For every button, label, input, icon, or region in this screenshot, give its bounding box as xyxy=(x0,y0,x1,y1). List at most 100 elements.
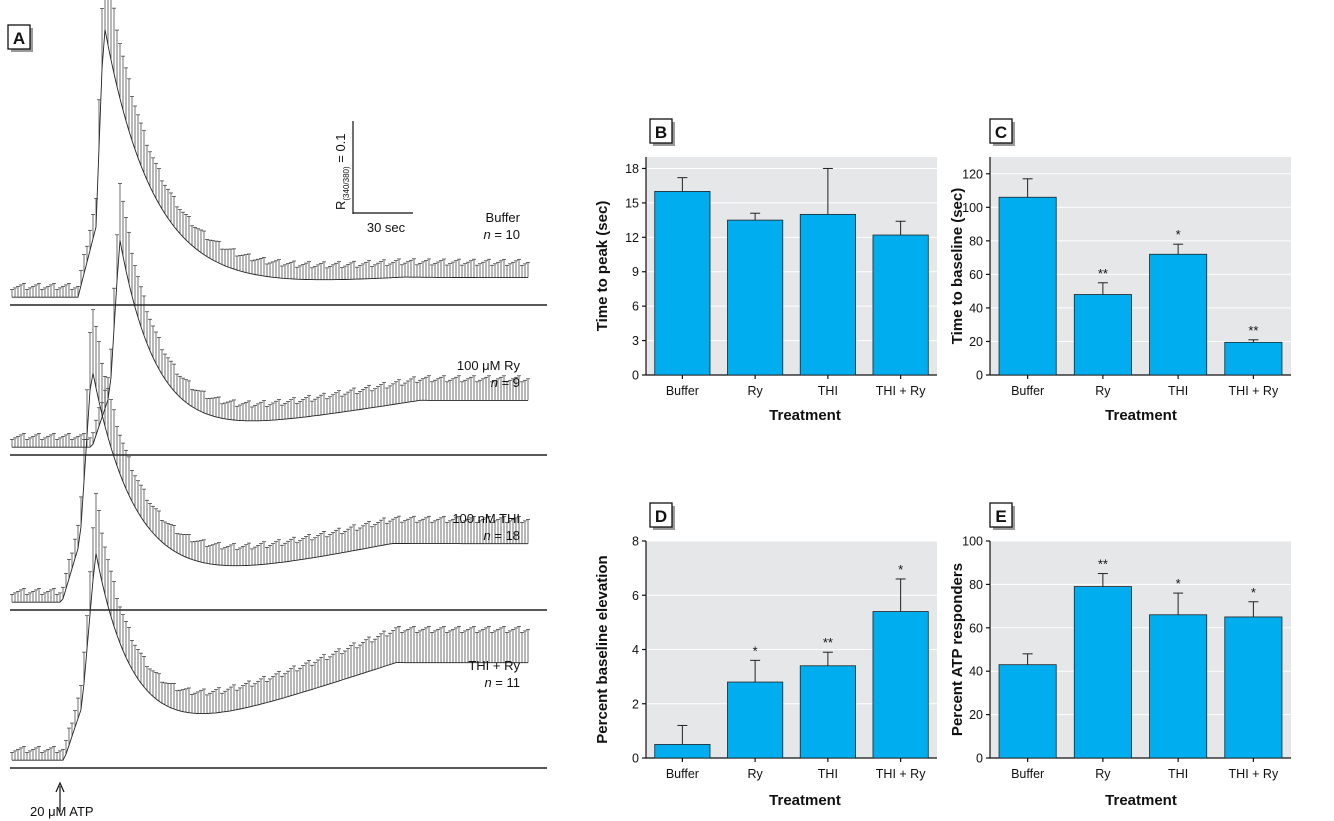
y-tick-label: 12 xyxy=(625,231,639,245)
scale-bar-y-label: R(340/380) = 0.1 xyxy=(333,133,351,210)
category-label: Buffer xyxy=(1011,767,1044,781)
y-tick-label: 15 xyxy=(625,196,639,210)
significance-label: ** xyxy=(1098,557,1108,572)
y-tick-label: 6 xyxy=(632,589,639,603)
category-label: Buffer xyxy=(1011,384,1044,398)
x-axis-label: Treatment xyxy=(769,792,841,809)
y-axis-label: Time to peak (sec) xyxy=(594,201,611,332)
trace-line-3 xyxy=(12,373,528,603)
trace-error-bars-3 xyxy=(10,309,530,603)
panel-d: D 0 2 4 6 8 Buffer * Ry ** THI * THI + Ry Treatment Pe… xyxy=(594,502,937,809)
category-label: Buffer xyxy=(666,384,699,398)
y-tick-label: 18 xyxy=(625,162,639,176)
panel-letter: B xyxy=(655,123,667,142)
trace-label-thi: 100 nM THI xyxy=(452,511,520,526)
x-axis-label: Treatment xyxy=(769,407,841,424)
y-tick-label: 40 xyxy=(969,665,983,679)
category-label: THI xyxy=(1168,767,1188,781)
trace-label-ry: 100 μM Ry xyxy=(457,358,521,373)
scale-bar: R(340/380) = 0.1 30 sec xyxy=(333,121,413,235)
y-tick-label: 0 xyxy=(976,369,983,383)
y-tick-label: 0 xyxy=(976,752,983,766)
y-tick-label: 20 xyxy=(969,708,983,722)
category-label: Ry xyxy=(1095,384,1111,398)
category-label: THI xyxy=(1168,384,1188,398)
trace-label-thi-ry: THI + Ry xyxy=(468,658,520,673)
category-label: Ry xyxy=(747,384,763,398)
bar xyxy=(799,213,856,376)
trace-label-buffer: Buffer xyxy=(486,210,521,225)
panel-label-box xyxy=(989,502,1013,528)
bar xyxy=(1073,294,1132,376)
y-axis-label: Percent baseline elevation xyxy=(594,555,611,743)
trace-n-buffer: n = 10 xyxy=(483,227,520,242)
bar xyxy=(1224,341,1283,376)
category-label: Buffer xyxy=(666,767,699,781)
y-tick-label: 100 xyxy=(962,201,983,215)
bar xyxy=(1073,586,1132,759)
trace-n-ry: n = 9 xyxy=(491,375,520,390)
bar xyxy=(1149,253,1208,376)
bar xyxy=(654,191,711,376)
atp-arrow: 20 μM ATP xyxy=(30,781,94,819)
category-label: Ry xyxy=(1095,767,1111,781)
y-tick-label: 80 xyxy=(969,234,983,248)
bar xyxy=(872,611,929,759)
panel-label-box xyxy=(649,118,673,144)
category-label: THI + Ry xyxy=(1229,384,1279,398)
panel-d-label: D xyxy=(649,502,675,530)
y-tick-label: 9 xyxy=(632,265,639,279)
y-axis-label: Percent ATP responders xyxy=(949,563,966,736)
panel-label-box xyxy=(989,118,1013,144)
trace-line-4 xyxy=(12,553,528,761)
significance-label: * xyxy=(1176,576,1181,591)
significance-label: ** xyxy=(1248,323,1258,338)
significance-label: * xyxy=(753,643,758,658)
atp-label: 20 μM ATP xyxy=(30,804,94,819)
trace-n-thi-ry: n = 11 xyxy=(484,675,520,690)
y-tick-label: 40 xyxy=(969,301,983,315)
trace-4 xyxy=(10,493,547,769)
y-axis-label: Time to baseline (sec) xyxy=(949,188,966,344)
significance-label: * xyxy=(1176,227,1181,242)
trace-error-bars-4 xyxy=(10,493,530,761)
category-label: THI + Ry xyxy=(1229,767,1279,781)
trace-n-thi: n = 18 xyxy=(483,528,520,543)
y-tick-label: 3 xyxy=(632,334,639,348)
panel-a-label: A xyxy=(7,24,33,52)
y-tick-label: 100 xyxy=(962,535,983,549)
y-tick-label: 80 xyxy=(969,578,983,592)
bar xyxy=(799,665,856,759)
y-tick-label: 8 xyxy=(632,535,639,549)
trace-line-1 xyxy=(12,29,528,298)
trace-3 xyxy=(10,309,547,611)
y-tick-label: 6 xyxy=(632,300,639,314)
y-tick-label: 20 xyxy=(969,335,983,349)
panel-c: C 0 20 40 60 80 100 120 Buffer ** Ry * THI ** THI + Ry… xyxy=(949,118,1291,424)
panel-c-label: C xyxy=(989,118,1015,146)
significance-label: ** xyxy=(1098,266,1108,281)
trace-line-2 xyxy=(12,240,528,448)
bar xyxy=(654,744,711,759)
calcium-traces xyxy=(10,0,547,769)
atp-arrow-head xyxy=(55,781,65,793)
y-tick-label: 60 xyxy=(969,621,983,635)
panel-b: B 0 3 6 9 12 15 18 Buffer Ry THI THI + Ry Treatment T… xyxy=(594,118,937,424)
significance-label: * xyxy=(898,562,903,577)
y-tick-label: 0 xyxy=(632,369,639,383)
y-tick-label: 0 xyxy=(632,752,639,766)
y-tick-label: 4 xyxy=(632,643,639,657)
category-label: Ry xyxy=(747,767,763,781)
x-axis-label: Treatment xyxy=(1105,407,1177,424)
trace-1 xyxy=(10,0,547,306)
bar xyxy=(1224,616,1283,759)
trace-error-bars-2 xyxy=(10,183,530,448)
bar-panels: B 0 3 6 9 12 15 18 Buffer Ry THI THI + Ry Treatment T… xyxy=(594,118,1291,809)
panel-letter: E xyxy=(995,507,1006,526)
bar xyxy=(727,681,784,759)
significance-label: * xyxy=(1251,585,1256,600)
panel-e: E 0 20 40 60 80 100 Buffer ** Ry * THI * THI + Ry Trea… xyxy=(949,502,1291,809)
bar xyxy=(998,196,1057,376)
significance-label: ** xyxy=(823,635,833,650)
